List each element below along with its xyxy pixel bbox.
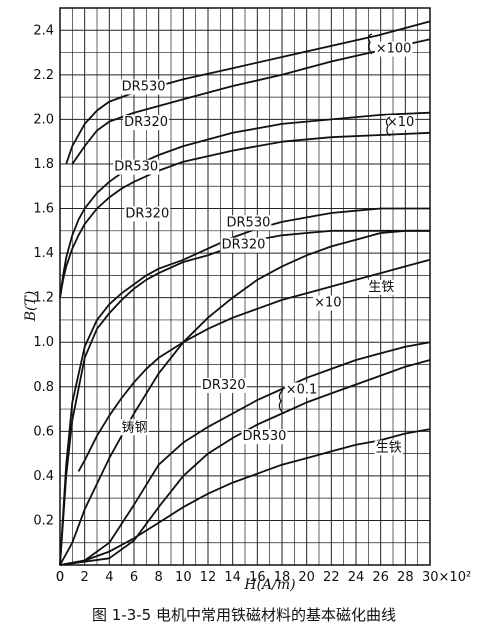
curve-label: DR530 [114, 160, 158, 175]
y-tick-label: 1.8 [33, 157, 54, 172]
plot-frame [59, 7, 431, 566]
y-tick-label: 0.6 [33, 424, 54, 439]
series-line [59, 229, 430, 566]
x-tick-label: 10 [175, 570, 192, 585]
bracket-x10-top [385, 116, 391, 137]
x-tick-label: 14 [224, 570, 241, 585]
y-tick-label: 2.2 [33, 68, 54, 83]
curve-label: DR320 [202, 378, 246, 393]
tick-labels: 0 2 4 6 8 10 12 14 16 18 20 22 24 26 28 30×10²0.20.40.6… [33, 23, 471, 585]
series-line [59, 359, 431, 566]
curve-label: DR530 [122, 79, 166, 94]
x-tick-label: 18 [274, 570, 291, 585]
series-line [59, 229, 430, 566]
y-axis-label: B(T) [23, 291, 39, 323]
series-line [71, 38, 431, 165]
y-tick-label: 0.2 [33, 513, 54, 528]
x-tick-label: 30×10² [422, 570, 471, 585]
x-tick-label: 16 [249, 570, 266, 585]
bracket-x01 [278, 389, 284, 414]
curve-label: ×10 [314, 296, 341, 311]
x-tick-label: 8 [155, 570, 163, 585]
curve-label: 铸钢 [122, 419, 148, 435]
y-tick-label: 2.4 [33, 23, 54, 38]
curve-label: ×10 [387, 115, 414, 130]
y-tick-label: 1.6 [33, 202, 54, 217]
curve-label: DR320 [222, 238, 266, 253]
x-tick-label: 12 [200, 570, 217, 585]
curve-label: DR530 [243, 429, 287, 444]
series-line [59, 207, 430, 566]
curve-label: DR320 [125, 206, 169, 221]
curve-labels: DR530 DR320 ×100 ×10 DR530 DR320 DR530 DR320 ×10… [113, 41, 416, 456]
magnetization-chart: 0 2 4 6 8 10 12 14 16 18 20 22 24 26 28 30×10²0.20.40.6… [23, 7, 471, 593]
curve-label: ×0.1 [286, 382, 318, 397]
y-tick-label: 1.0 [33, 335, 54, 350]
curves [59, 20, 431, 566]
x-tick-label: 0 [56, 570, 64, 585]
x-tick-label: 26 [372, 570, 389, 585]
series-line [59, 428, 431, 566]
curve-label: ×100 [376, 42, 412, 57]
bracket-x100 [367, 33, 373, 55]
curve-label: 生铁 [376, 440, 402, 455]
series-line [59, 131, 431, 298]
x-axis-label: H(A/m) [243, 577, 295, 593]
curve-label: DR530 [227, 215, 271, 230]
x-tick-label: 22 [323, 570, 340, 585]
x-tick-label: 6 [130, 570, 138, 585]
grid-lines [59, 7, 431, 566]
curve-label: 生铁 [368, 280, 394, 295]
y-tick-label: 1.2 [33, 291, 54, 306]
y-tick-label: 2.0 [33, 112, 54, 127]
figure-caption: 图 1-3-5 电机中常用铁磁材料的基本磁化曲线 [92, 606, 396, 624]
x-tick-label: 28 [397, 570, 414, 585]
x-tick-label: 2 [81, 570, 89, 585]
y-tick-label: 0.8 [33, 380, 54, 395]
series-line [59, 341, 431, 566]
x-tick-label: 20 [298, 570, 315, 585]
x-tick-label: 24 [348, 570, 365, 585]
y-tick-label: 0.4 [33, 469, 54, 484]
series-line [77, 258, 431, 472]
x-tick-label: 4 [105, 570, 113, 585]
y-tick-label: 1.4 [33, 246, 54, 261]
origin-label: 0 [56, 570, 64, 585]
curve-label: DR320 [124, 115, 168, 130]
